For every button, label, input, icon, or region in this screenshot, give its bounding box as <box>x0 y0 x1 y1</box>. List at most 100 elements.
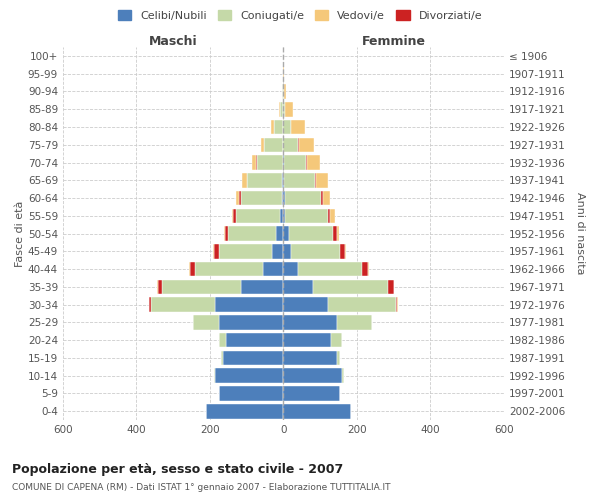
Bar <box>289 226 333 241</box>
Bar <box>263 262 283 276</box>
Bar <box>283 120 291 134</box>
Bar <box>285 208 328 223</box>
Bar <box>239 191 241 206</box>
Bar <box>221 350 223 365</box>
Bar <box>298 138 299 152</box>
Bar <box>283 280 313 294</box>
Bar <box>331 333 342 347</box>
Bar <box>291 120 305 134</box>
Bar <box>256 156 257 170</box>
Bar <box>224 226 228 241</box>
Bar <box>284 191 321 206</box>
Bar <box>219 386 283 401</box>
Bar <box>215 298 283 312</box>
Bar <box>342 368 344 383</box>
Bar <box>280 208 283 223</box>
Bar <box>252 156 256 170</box>
Bar <box>299 138 314 152</box>
Bar <box>283 333 331 347</box>
Bar <box>219 315 283 330</box>
Bar <box>306 156 307 170</box>
Bar <box>276 226 283 241</box>
Y-axis label: Fasce di età: Fasce di età <box>15 200 25 267</box>
Bar <box>283 262 298 276</box>
Bar <box>279 102 280 117</box>
Bar <box>190 262 195 276</box>
Bar <box>149 298 151 312</box>
Bar <box>283 315 337 330</box>
Bar <box>242 173 247 188</box>
Bar <box>213 244 214 258</box>
Y-axis label: Anni di nascita: Anni di nascita <box>575 192 585 275</box>
Bar <box>298 262 362 276</box>
Bar <box>333 226 337 241</box>
Text: Femmine: Femmine <box>362 35 425 48</box>
Bar <box>260 138 265 152</box>
Bar <box>284 173 316 188</box>
Bar <box>281 191 283 206</box>
Bar <box>283 404 352 418</box>
Bar <box>214 244 219 258</box>
Bar <box>337 226 338 241</box>
Bar <box>283 156 284 170</box>
Bar <box>283 191 284 206</box>
Bar <box>236 208 280 223</box>
Bar <box>323 191 331 206</box>
Bar <box>321 191 323 206</box>
Bar <box>215 368 283 383</box>
Bar <box>283 173 284 188</box>
Bar <box>345 244 346 258</box>
Bar <box>283 244 291 258</box>
Bar <box>272 244 283 258</box>
Text: COMUNE DI CAPENA (RM) - Dati ISTAT 1° gennaio 2007 - Elaborazione TUTTITALIA.IT: COMUNE DI CAPENA (RM) - Dati ISTAT 1° ge… <box>12 484 391 492</box>
Bar <box>388 280 394 294</box>
Bar <box>340 244 345 258</box>
Bar <box>189 262 190 276</box>
Bar <box>283 138 298 152</box>
Bar <box>257 156 283 170</box>
Bar <box>291 244 340 258</box>
Bar <box>228 226 276 241</box>
Bar <box>283 208 285 223</box>
Bar <box>247 173 283 188</box>
Bar <box>283 84 284 99</box>
Bar <box>283 102 285 117</box>
Bar <box>162 280 241 294</box>
Bar <box>283 350 337 365</box>
Bar <box>395 298 397 312</box>
Bar <box>158 280 162 294</box>
Bar <box>280 102 283 117</box>
Bar <box>285 102 293 117</box>
Bar <box>193 315 219 330</box>
Bar <box>219 333 226 347</box>
Bar <box>371 315 373 330</box>
Bar <box>284 84 286 99</box>
Bar <box>206 404 283 418</box>
Bar <box>265 138 283 152</box>
Bar <box>219 244 272 258</box>
Bar <box>337 350 340 365</box>
Text: Maschi: Maschi <box>149 35 197 48</box>
Bar <box>283 386 340 401</box>
Bar <box>241 280 283 294</box>
Bar <box>214 368 215 383</box>
Bar <box>241 191 281 206</box>
Bar <box>233 208 236 223</box>
Bar <box>337 315 371 330</box>
Legend: Celibi/Nubili, Coniugati/e, Vedovi/e, Divorziati/e: Celibi/Nubili, Coniugati/e, Vedovi/e, Di… <box>113 6 487 25</box>
Bar <box>274 120 283 134</box>
Bar <box>271 120 274 134</box>
Bar <box>362 262 368 276</box>
Bar <box>328 298 395 312</box>
Bar <box>331 208 335 223</box>
Bar <box>397 298 398 312</box>
Bar <box>195 262 263 276</box>
Bar <box>283 298 328 312</box>
Bar <box>232 208 233 223</box>
Bar <box>307 156 320 170</box>
Bar <box>226 333 283 347</box>
Bar <box>151 298 215 312</box>
Bar <box>236 191 239 206</box>
Bar <box>328 208 331 223</box>
Text: Popolazione per età, sesso e stato civile - 2007: Popolazione per età, sesso e stato civil… <box>12 462 343 475</box>
